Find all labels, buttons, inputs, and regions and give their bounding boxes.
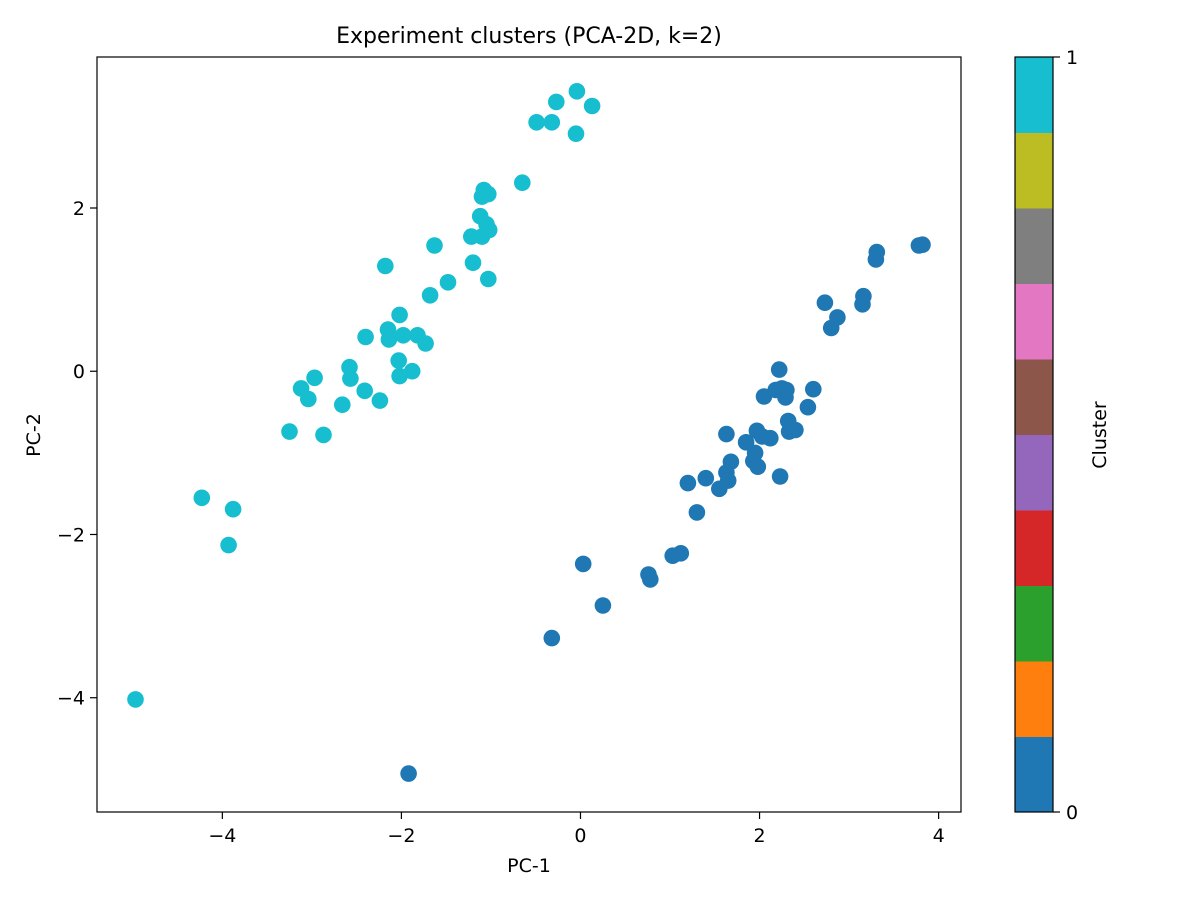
data-point-cluster-1 xyxy=(380,331,398,348)
data-point-cluster-1 xyxy=(394,327,412,344)
y-tick-label: −4 xyxy=(57,688,85,710)
data-point-cluster-0 xyxy=(543,629,561,647)
data-point-cluster-1 xyxy=(403,362,421,380)
data-point-cluster-0 xyxy=(787,421,804,439)
colorbar-segment xyxy=(1015,510,1053,586)
data-point-cluster-0 xyxy=(799,398,817,416)
colorbar-segment xyxy=(1015,585,1053,662)
data-point-cluster-1 xyxy=(543,114,561,131)
data-point-cluster-0 xyxy=(816,294,834,312)
data-point-cluster-1 xyxy=(334,396,351,414)
data-point-cluster-0 xyxy=(777,389,794,406)
colorbar-segment xyxy=(1015,132,1053,209)
data-point-cluster-1 xyxy=(568,83,586,100)
data-point-cluster-1 xyxy=(315,426,332,444)
data-point-cluster-0 xyxy=(722,453,740,471)
data-point-cluster-0 xyxy=(400,765,417,782)
data-point-cluster-0 xyxy=(805,380,822,398)
data-point-cluster-1 xyxy=(464,254,482,271)
data-point-cluster-0 xyxy=(679,474,697,492)
data-point-cluster-1 xyxy=(583,97,601,115)
data-point-cluster-0 xyxy=(697,469,715,487)
data-point-cluster-1 xyxy=(300,390,317,408)
colorbar-segment xyxy=(1015,434,1053,511)
data-point-cluster-1 xyxy=(426,237,443,254)
data-point-cluster-1 xyxy=(480,221,498,239)
data-point-cluster-1 xyxy=(224,500,242,518)
colorbar-frame xyxy=(1014,56,1054,813)
x-axis-ticks: −4 −2 0 2 4 xyxy=(208,812,945,847)
data-point-cluster-1 xyxy=(439,274,457,291)
data-point-cluster-1 xyxy=(193,489,211,507)
colorbar-tick-label: 1 xyxy=(1066,47,1078,69)
x-tick-label: −2 xyxy=(387,825,415,847)
x-tick-label: 0 xyxy=(574,825,586,847)
data-point-cluster-1 xyxy=(480,185,497,203)
data-point-cluster-0 xyxy=(829,309,846,326)
data-point-cluster-1 xyxy=(480,270,497,288)
data-point-cluster-1 xyxy=(421,287,439,304)
data-point-cluster-0 xyxy=(914,236,931,253)
x-tick-label: 2 xyxy=(754,825,766,847)
data-point-cluster-0 xyxy=(718,425,735,443)
data-point-cluster-0 xyxy=(594,597,612,614)
colorbar-segment xyxy=(1015,208,1053,284)
data-point-cluster-0 xyxy=(855,287,872,305)
colorbar-ticks: 01 xyxy=(1053,47,1078,824)
data-point-cluster-0 xyxy=(688,504,706,521)
data-point-cluster-1 xyxy=(567,125,585,142)
data-point-cluster-1 xyxy=(514,174,531,191)
colorbar-segments xyxy=(1015,57,1053,813)
data-point-cluster-0 xyxy=(749,458,767,476)
y-axis-ticks: −4 −2 0 2 xyxy=(57,198,97,710)
data-point-cluster-1 xyxy=(391,367,408,385)
colorbar-segment xyxy=(1015,736,1053,813)
data-point-cluster-0 xyxy=(771,468,789,485)
colorbar-tick-label: 0 xyxy=(1066,802,1078,824)
plot-frame xyxy=(96,56,962,813)
colorbar-label: Cluster xyxy=(1089,401,1111,469)
data-point-cluster-0 xyxy=(642,571,659,588)
points-layer xyxy=(127,83,931,782)
data-point-cluster-1 xyxy=(127,691,144,708)
data-point-cluster-1 xyxy=(356,382,374,400)
data-point-cluster-1 xyxy=(342,370,359,387)
data-point-cluster-0 xyxy=(762,429,779,447)
y-tick-label: −2 xyxy=(57,524,85,546)
colorbar-segment xyxy=(1015,359,1053,435)
data-point-cluster-1 xyxy=(306,369,323,387)
data-point-cluster-1 xyxy=(377,257,394,275)
data-point-cluster-0 xyxy=(672,545,690,562)
y-axis-label: PC-2 xyxy=(23,413,45,457)
data-point-cluster-1 xyxy=(371,392,389,409)
data-point-cluster-1 xyxy=(390,352,408,369)
x-tick-label: −4 xyxy=(208,825,236,847)
data-point-cluster-0 xyxy=(719,472,737,489)
colorbar-segment xyxy=(1015,283,1053,360)
data-point-cluster-1 xyxy=(528,114,545,131)
data-point-cluster-1 xyxy=(417,335,434,352)
x-tick-label: 4 xyxy=(933,825,945,847)
data-point-cluster-0 xyxy=(770,361,788,378)
data-point-cluster-1 xyxy=(391,306,408,324)
y-tick-label: 2 xyxy=(73,198,85,220)
chart-title: Experiment clusters (PCA-2D, k=2) xyxy=(336,24,722,49)
colorbar-segment xyxy=(1015,57,1053,133)
data-point-cluster-0 xyxy=(746,444,764,462)
data-point-cluster-0 xyxy=(574,555,592,573)
data-point-cluster-0 xyxy=(868,243,886,261)
y-tick-label: 0 xyxy=(73,361,85,383)
data-point-cluster-1 xyxy=(357,328,374,346)
colorbar-segment xyxy=(1015,661,1053,737)
data-point-cluster-1 xyxy=(548,93,565,111)
data-point-cluster-1 xyxy=(281,423,298,440)
colorbar: 01 Cluster xyxy=(1014,47,1111,824)
x-axis-label: PC-1 xyxy=(507,855,551,877)
data-point-cluster-1 xyxy=(220,536,237,554)
